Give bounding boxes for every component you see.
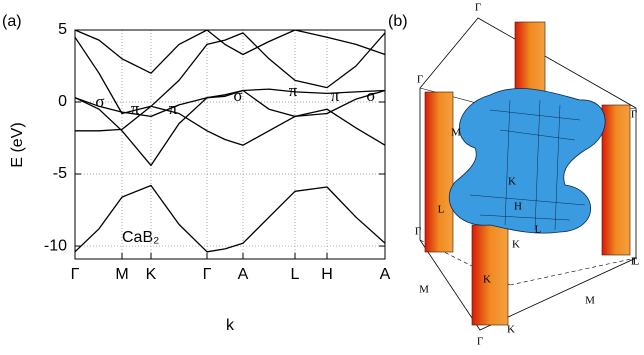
x-tick-label: Γ	[71, 266, 80, 283]
band-annotation: π	[169, 99, 178, 118]
pi-surface	[448, 88, 606, 234]
band-annotation: σ	[366, 86, 375, 105]
symmetry-point: L	[535, 224, 542, 236]
zone-edge	[509, 257, 637, 286]
symmetry-point: L	[438, 204, 445, 216]
band-line	[75, 88, 385, 118]
band-line	[75, 184, 385, 253]
compound-label: CaB₂	[122, 229, 159, 246]
x-tick-label: H	[321, 266, 333, 283]
symmetry-point: Γ	[417, 74, 423, 86]
symmetry-point: H	[514, 201, 522, 213]
symmetry-point: K	[483, 274, 491, 286]
y-tick-label: 0	[58, 93, 67, 110]
symmetry-point: Γ	[475, 2, 481, 14]
sigma-tube	[471, 224, 509, 326]
symmetry-point: K	[512, 239, 520, 251]
band-line	[75, 30, 385, 74]
y-axis-label: E (eV)	[9, 122, 26, 167]
band-annotation: σ	[233, 86, 242, 105]
symmetry-point: Γ	[477, 336, 483, 348]
panel-label: (a)	[2, 13, 22, 30]
x-tick-label: M	[115, 266, 128, 283]
symmetry-point: K	[508, 176, 516, 188]
bands	[75, 30, 385, 253]
symmetry-point: Γ	[415, 226, 421, 238]
plot-frame	[74, 29, 386, 260]
band-line	[75, 89, 385, 167]
fermi-surface	[419, 17, 637, 331]
symmetry-point: L	[633, 256, 640, 268]
band-annotation: π	[131, 99, 140, 118]
x-tick-label: A	[380, 266, 391, 283]
symmetry-point: Γ	[631, 109, 637, 121]
band-annotation: σ	[95, 92, 104, 111]
x-tick-label: A	[238, 266, 249, 283]
x-tick-label: L	[291, 266, 300, 283]
band-annotation: π	[331, 86, 340, 105]
x-axis-label: k	[226, 317, 235, 334]
band-line	[75, 32, 385, 115]
y-tick-label: -10	[44, 237, 67, 254]
x-tick-label: K	[146, 266, 157, 283]
symmetry-point: K	[507, 324, 515, 336]
symmetry-point: M	[585, 295, 595, 307]
band-annotation: π	[289, 81, 298, 100]
symmetry-point: M	[451, 127, 461, 139]
symmetry-point: Γ	[631, 256, 637, 268]
y-tick-label: 5	[58, 21, 67, 38]
sigma-tube	[601, 104, 631, 256]
x-tick-label: Γ	[203, 266, 212, 283]
plot-area	[74, 29, 386, 260]
panel-label: (b)	[388, 13, 408, 30]
sigma-tube	[424, 91, 454, 253]
symmetry-point: M	[419, 284, 429, 296]
band-line	[75, 105, 385, 146]
surface-mesh	[469, 99, 586, 231]
y-tick-label: -5	[53, 165, 67, 182]
sigma-tube	[514, 21, 546, 98]
